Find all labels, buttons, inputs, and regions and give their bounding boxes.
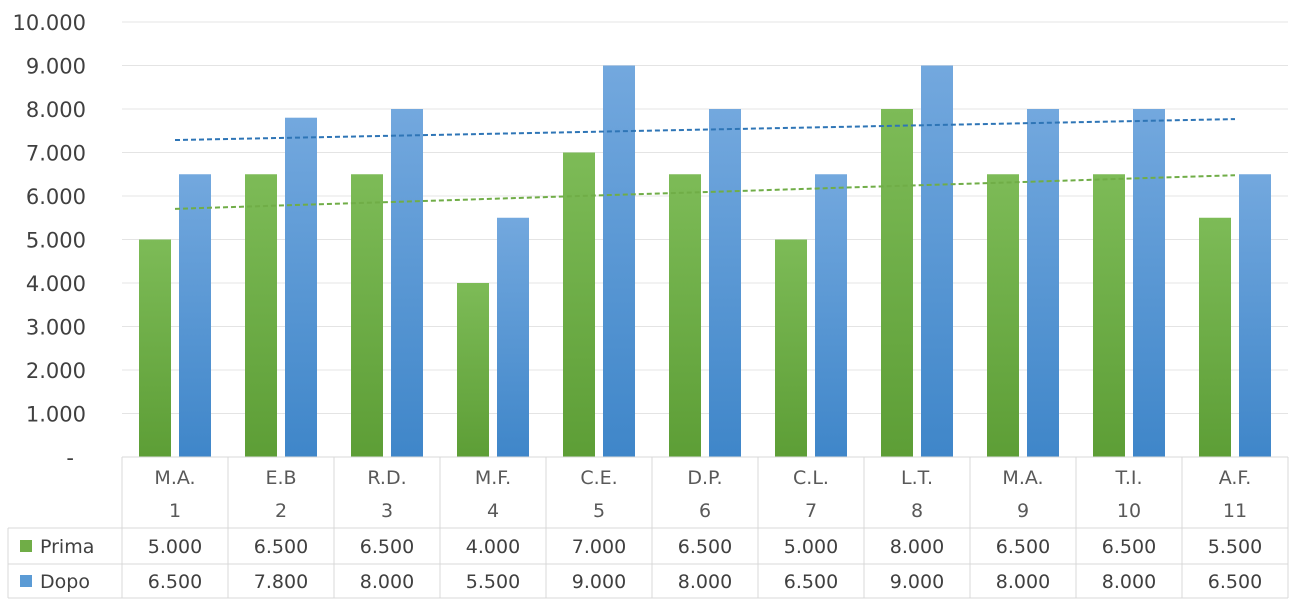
legend-key-prima <box>20 540 32 552</box>
data-label: 9.000 <box>572 571 626 593</box>
bar-dopo <box>1027 109 1059 457</box>
x-tick-label: C.L. <box>793 467 829 489</box>
bar-dopo <box>1133 109 1165 457</box>
x-tick-label: T.I. <box>1114 467 1142 489</box>
y-axis: - 1.000 2.000 3.000 4.000 5.000 6.000 7.000 8.00… <box>13 11 86 470</box>
x-tick-label: 5 <box>593 500 605 522</box>
data-label: 8.000 <box>890 536 944 558</box>
x-tick-label: 11 <box>1223 500 1247 522</box>
legend-label: Prima <box>40 536 94 558</box>
data-label: 6.500 <box>1102 536 1156 558</box>
bar-prima <box>139 239 171 457</box>
bar-prima <box>1199 217 1231 457</box>
y-tick-label: 7.000 <box>26 142 86 166</box>
bar-dopo <box>709 109 741 457</box>
data-label: 9.000 <box>890 571 944 593</box>
bar-dopo <box>1239 174 1271 457</box>
y-tick-label: 5.000 <box>26 229 86 253</box>
x-tick-label: M.A. <box>1002 467 1043 489</box>
y-tick-label: 9.000 <box>26 55 86 79</box>
bars <box>139 65 1271 457</box>
bar-dopo <box>921 65 953 457</box>
bar-dopo <box>603 65 635 457</box>
trendlines <box>174 118 1236 210</box>
data-label: 6.500 <box>360 536 414 558</box>
bar-prima <box>1093 174 1125 457</box>
data-table: M.A. 1 E.B 2 R.D. 3 M.F. 4 C.E. 5 D.P. 6 C.L. 7 L.T. 8 M… <box>7 456 1289 599</box>
x-tick-label: E.B <box>265 467 296 489</box>
data-label: 6.500 <box>678 536 732 558</box>
y-tick-label: 10.000 <box>13 11 86 35</box>
data-label: 8.000 <box>678 571 732 593</box>
data-label: 6.500 <box>784 571 838 593</box>
data-label: 5.500 <box>1208 536 1262 558</box>
x-tick-label: L.T. <box>901 467 933 489</box>
bar-dopo <box>285 117 317 457</box>
x-tick-label: 1 <box>169 500 181 522</box>
x-tick-label: D.P. <box>687 467 722 489</box>
x-tick-label: 7 <box>805 500 817 522</box>
data-label: 5.000 <box>784 536 838 558</box>
x-tick-label: 3 <box>381 500 393 522</box>
x-tick-label: 8 <box>911 500 923 522</box>
data-label: 6.500 <box>254 536 308 558</box>
x-tick-label: C.E. <box>580 467 617 489</box>
legend-label: Dopo <box>40 571 90 593</box>
data-label: 6.500 <box>1208 571 1262 593</box>
data-label: 7.800 <box>254 571 308 593</box>
data-label: 6.500 <box>996 536 1050 558</box>
data-label: 4.000 <box>466 536 520 558</box>
x-tick-label: M.F. <box>475 467 511 489</box>
bar-dopo <box>179 174 211 457</box>
x-tick-label: R.D. <box>367 467 406 489</box>
data-label: 8.000 <box>360 571 414 593</box>
x-tick-label: 10 <box>1117 500 1141 522</box>
y-tick-label: 6.000 <box>26 185 86 209</box>
bar-dopo <box>815 174 847 457</box>
bar-prima <box>457 283 489 457</box>
trendline-dopo <box>174 118 1236 142</box>
bar-dopo <box>497 217 529 457</box>
x-tick-label: 2 <box>275 500 287 522</box>
y-tick-label: 2.000 <box>26 359 86 383</box>
bar-prima <box>245 174 277 457</box>
x-tick-label: M.A. <box>154 467 195 489</box>
bar-prima <box>351 174 383 457</box>
y-tick-label: - <box>66 446 74 470</box>
y-tick-label: 8.000 <box>26 98 86 122</box>
x-tick-label: 9 <box>1017 500 1029 522</box>
y-tick-label: 4.000 <box>26 272 86 296</box>
y-tick-label: 3.000 <box>26 316 86 340</box>
x-tick-label: 4 <box>487 500 499 522</box>
data-label: 6.500 <box>148 571 202 593</box>
legend-key-dopo <box>20 575 32 587</box>
y-tick-label: 1.000 <box>26 403 86 427</box>
trendline-prima <box>174 174 1236 210</box>
bar-prima <box>881 109 913 457</box>
bar-prima <box>563 152 595 457</box>
data-label: 8.000 <box>996 571 1050 593</box>
x-tick-label: 6 <box>699 500 711 522</box>
data-label: 7.000 <box>572 536 626 558</box>
data-label: 5.500 <box>466 571 520 593</box>
bar-prima <box>775 239 807 457</box>
bar-prima <box>987 174 1019 457</box>
bar-prima <box>669 174 701 457</box>
data-label: 5.000 <box>148 536 202 558</box>
data-label: 8.000 <box>1102 571 1156 593</box>
bar-dopo <box>391 109 423 457</box>
x-tick-label: A.F. <box>1219 467 1252 489</box>
